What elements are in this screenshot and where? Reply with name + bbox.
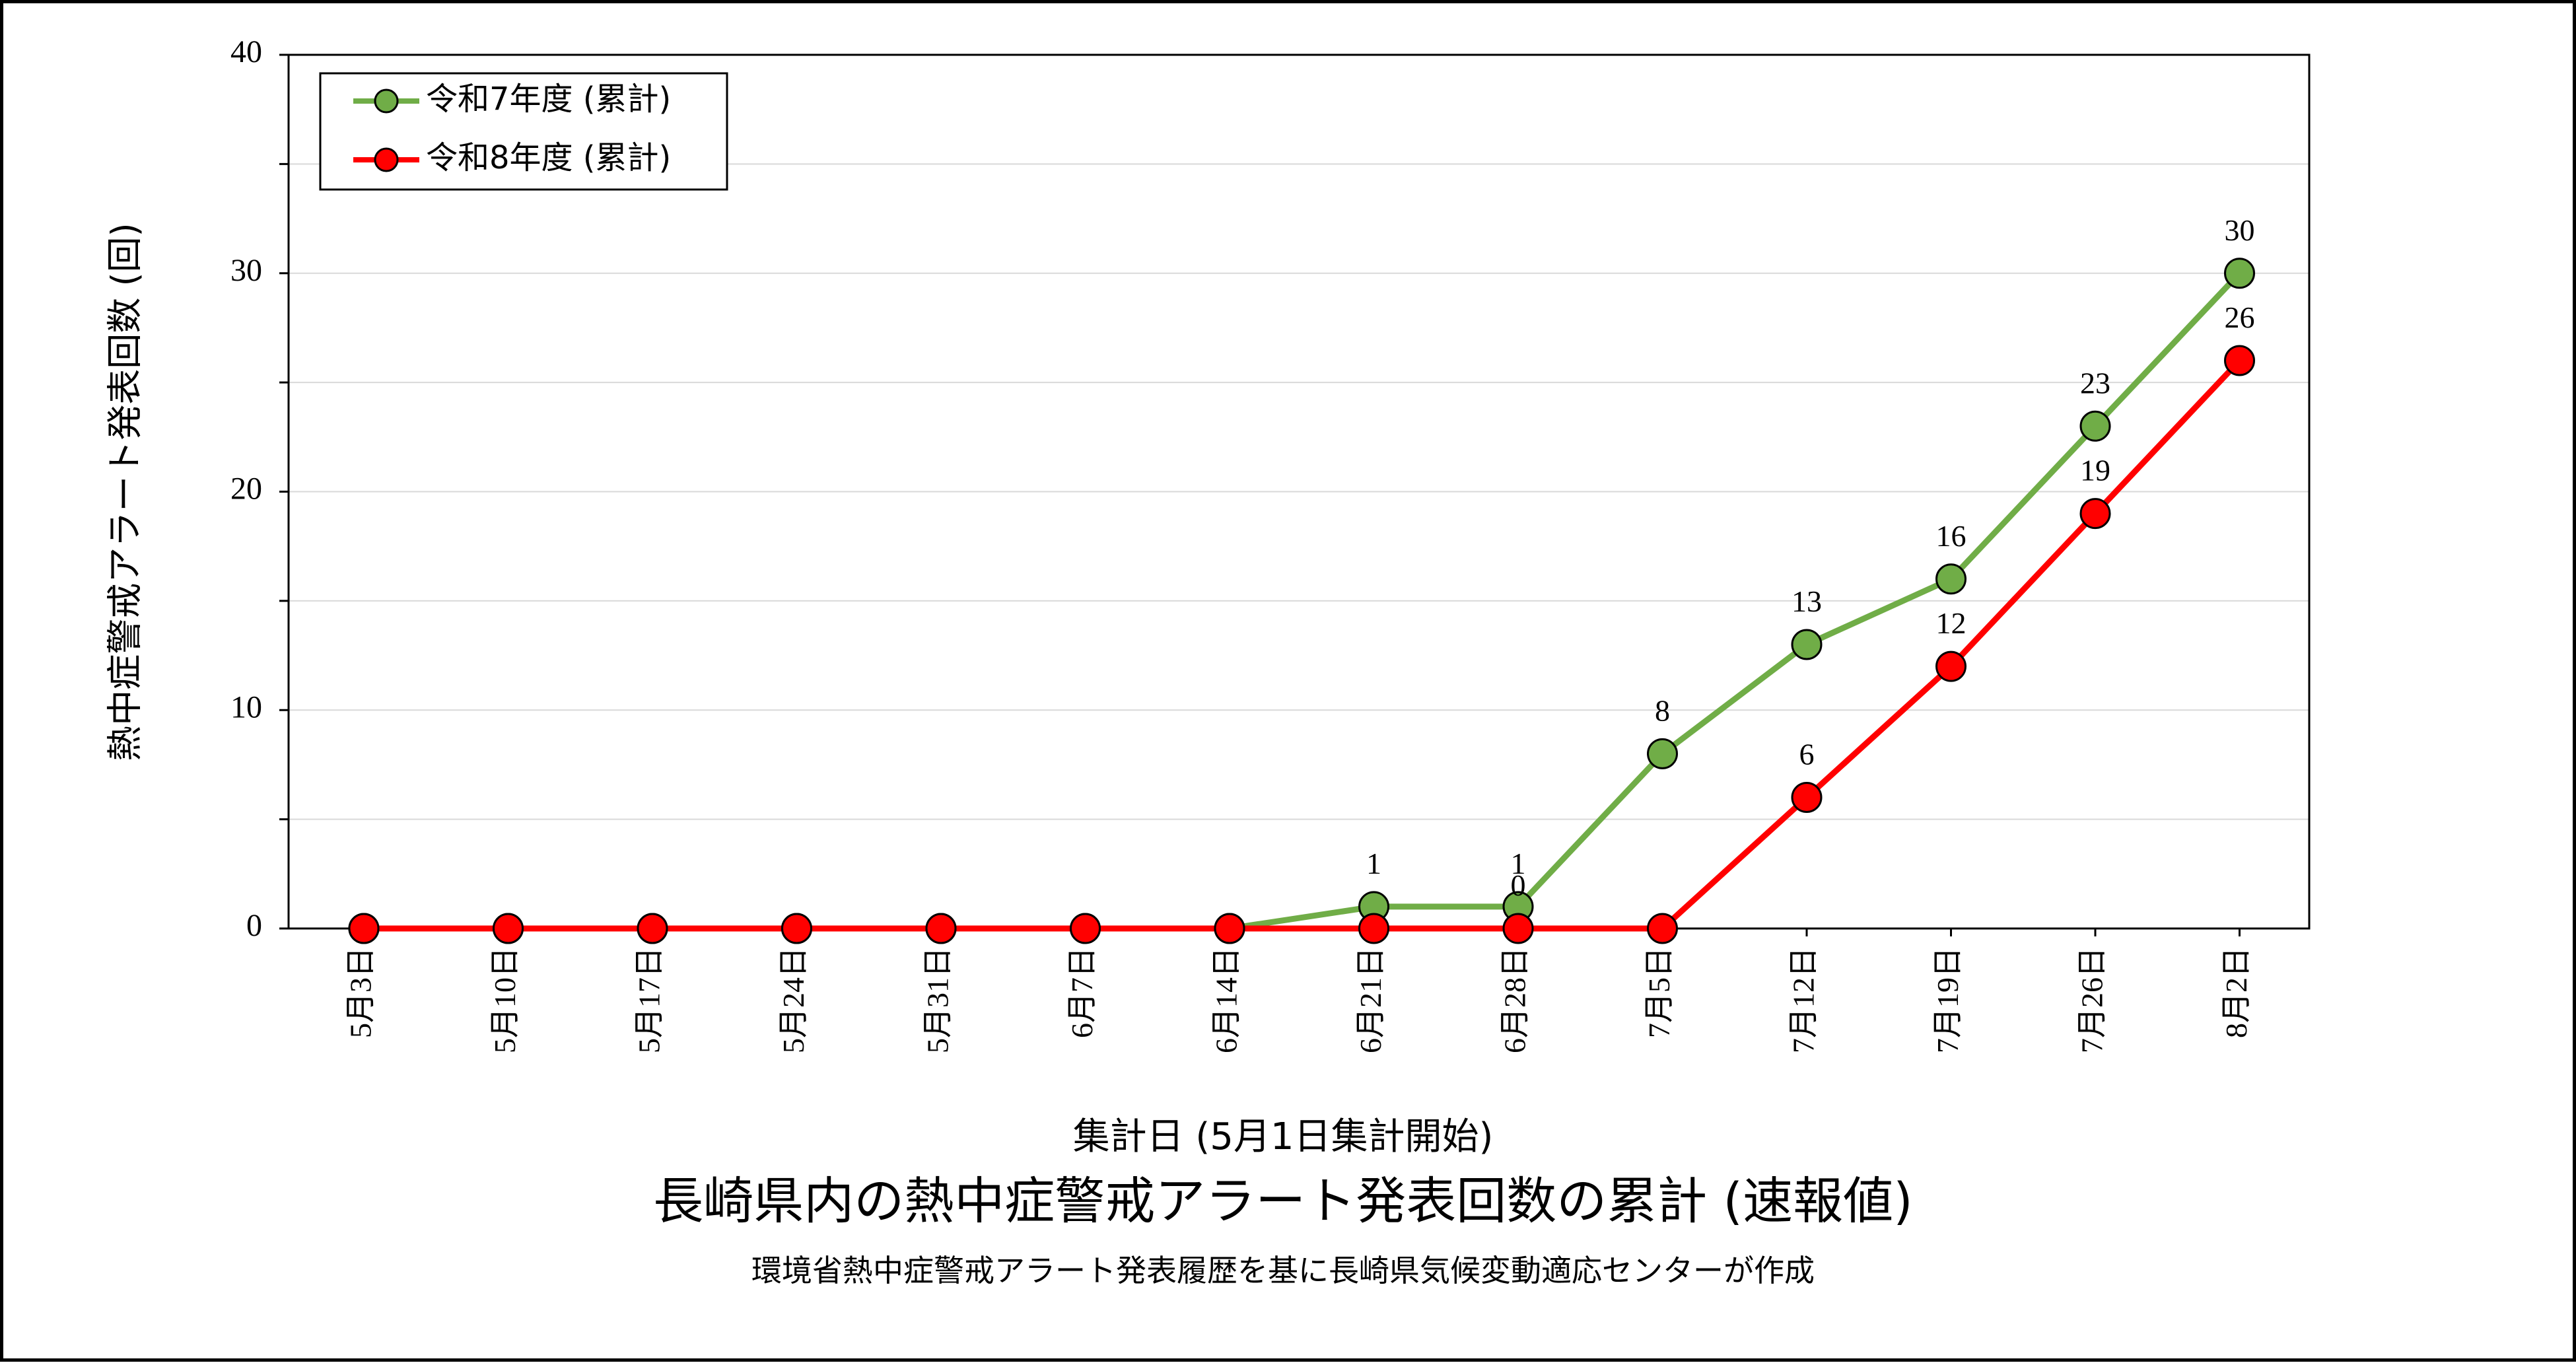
legend: 令和7年度 (累計) 令和8年度 (累計) [319,72,728,191]
data-point [2224,345,2255,376]
legend-swatch-marker [374,147,399,172]
x-tick-label: 8月2日 [2219,947,2253,1038]
data-point [2079,498,2111,530]
data-label: 8 [1655,693,1670,727]
x-tick-label: 7月26日 [2075,947,2109,1053]
x-tick-label: 5月10日 [488,947,522,1053]
x-axis: 5月3日 5月10日 5月17日 5月24日 5月31日 6月7日 6月14日 6月21日 6月… [344,928,2253,1053]
data-point [1647,913,1678,944]
x-tick-label: 5月17日 [633,947,666,1053]
series-lines [348,258,2255,944]
data-point [1935,650,1967,682]
data-point [1214,913,1245,944]
x-tick-label: 5月3日 [344,947,378,1038]
data-label: 23 [2080,366,2110,400]
data-point [637,913,668,944]
chart-subtitle: 環境省熱中症警戒アラート発表履歴を基に長崎県気候変動適応センターが作成 [751,1253,1815,1288]
data-point [1070,913,1101,944]
data-label: 0 [1511,868,1526,902]
y-tick-label: 30 [230,253,262,288]
x-tick-label: 5月31日 [921,947,955,1053]
data-point [925,913,957,944]
x-axis-title: 集計日 (5月1日集計開始) [1073,1115,1494,1158]
data-label: 16 [1936,519,1967,553]
data-point [1502,913,1534,944]
data-label: 6 [1799,738,1815,771]
x-tick-label: 6月7日 [1065,947,1099,1038]
data-label: 1 [1511,847,1526,880]
data-point [1935,563,1967,595]
x-tick-label: 6月28日 [1498,947,1532,1053]
data-point [1791,782,1823,814]
gridlines [289,163,2309,820]
x-tick-label: 6月21日 [1354,947,1387,1053]
y-tick-label: 20 [230,472,262,507]
y-tick-label: 40 [230,34,262,69]
data-label: 1 [1366,847,1381,880]
data-label: 26 [2225,300,2255,334]
y-axis: 0 10 20 30 40 [230,34,289,943]
legend-swatch-marker [374,88,399,114]
x-tick-label: 7月12日 [1787,947,1821,1053]
legend-label: 令和8年度 (累計) [426,139,671,176]
y-tick-label: 10 [230,689,262,724]
x-tick-label: 7月19日 [1931,947,1965,1053]
data-label: 30 [2225,213,2255,247]
data-label: 12 [1936,606,1967,640]
data-label: 13 [1792,584,1822,618]
data-point [348,913,380,944]
data-labels: 1 1 8 13 16 23 30 0 6 12 19 26 [1366,213,2255,902]
chart-title: 長崎県内の熱中症警戒アラート発表回数の累計 (速報値) [653,1172,1912,1230]
data-label: 19 [2080,454,2110,487]
x-tick-label: 5月24日 [777,947,810,1053]
y-tick-label: 0 [246,908,262,943]
x-tick-label: 6月14日 [1210,947,1243,1053]
data-point [2079,410,2111,442]
data-point [493,913,524,944]
data-point [1791,629,1823,660]
data-point [2224,258,2255,289]
series-line [364,358,2242,932]
data-point [1647,738,1678,769]
data-point [781,913,812,944]
x-tick-label: 7月5日 [1642,947,1676,1038]
legend-label: 令和7年度 (累計) [426,81,671,118]
y-axis-title: 熱中症警戒アラート発表回数 (回) [104,223,146,761]
data-point [1358,913,1389,944]
